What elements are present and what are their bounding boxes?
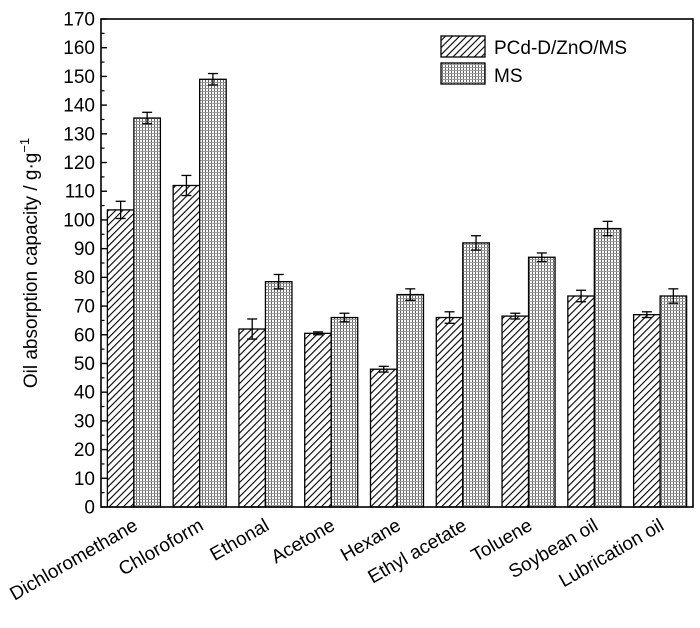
bar-pcd <box>304 332 332 508</box>
y-tick-label: 100 <box>63 210 95 231</box>
y-tick-label: 20 <box>74 440 95 461</box>
legend: PCd-D/ZnO/MS MS <box>440 35 627 87</box>
bar-pcd <box>369 368 398 508</box>
y-tick-label: 60 <box>74 325 95 346</box>
y-tick-label: 50 <box>74 354 95 375</box>
y-tick-label: 70 <box>74 297 95 318</box>
legend-label-ms: MS <box>494 66 523 87</box>
y-tick-label: 40 <box>74 383 95 404</box>
x-tick-label: Acetone <box>268 515 339 568</box>
bar-ms <box>462 242 490 508</box>
bar-pcd <box>632 314 661 508</box>
bar-pcd <box>172 184 201 508</box>
bar-ms <box>264 281 293 508</box>
y-tick-label: 0 <box>84 498 95 519</box>
y-tick-label: 170 <box>63 10 95 31</box>
y-tick-label: 130 <box>63 124 95 145</box>
x-tick-label: Ethonal <box>207 515 273 565</box>
bar-ms <box>527 256 556 508</box>
bar-pcd <box>106 209 135 508</box>
y-tick-label: 140 <box>63 96 95 117</box>
legend-swatch-pcd <box>440 35 486 58</box>
y-tick-label: 30 <box>74 411 95 432</box>
bar-pcd <box>435 316 464 508</box>
y-tick-label: 120 <box>63 153 95 174</box>
y-tick-label: 90 <box>74 239 95 260</box>
bar-pcd <box>567 295 595 508</box>
y-axis-title: Oil absorption capacity / g·g−1 <box>17 138 42 388</box>
bar-ms <box>133 117 162 508</box>
bar-ms <box>659 295 688 508</box>
bars-layer <box>106 78 688 508</box>
bar-pcd <box>238 328 267 508</box>
bar-ms <box>396 293 425 508</box>
legend-label-pcd: PCd-D/ZnO/MS <box>494 38 627 59</box>
y-tick-label: 150 <box>63 67 95 88</box>
y-tick-label: 110 <box>65 182 95 203</box>
legend-swatch-ms <box>440 62 486 85</box>
y-axis: 0 10 20 30 40 50 60 70 80 90 100 110 120 130 140 150 160… <box>63 10 107 519</box>
error-bars-layer <box>115 72 679 373</box>
bar-pcd <box>501 315 530 508</box>
y-tick-label: 80 <box>74 268 95 289</box>
bar-ms <box>593 227 622 508</box>
y-tick-label: 10 <box>74 469 95 490</box>
y-tick-label: 160 <box>63 38 95 59</box>
bar-ms <box>199 78 227 508</box>
bar-ms <box>330 316 359 508</box>
